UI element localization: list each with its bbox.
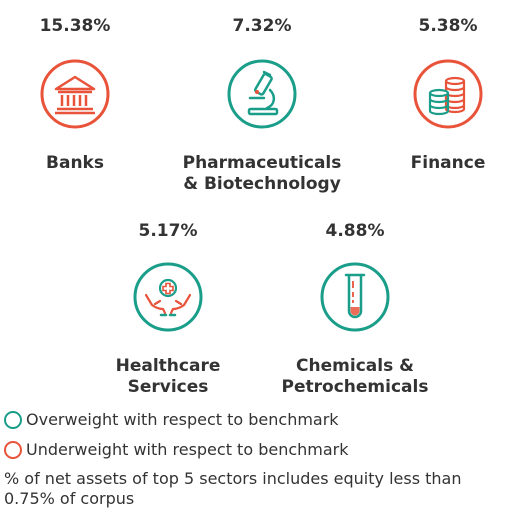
sector-percentage-healthcare: 5.17%: [138, 221, 198, 241]
sector-percentage-finance: 5.38%: [418, 16, 478, 36]
bank-icon: [39, 58, 111, 130]
test-tube-icon: [319, 261, 391, 333]
sector-percentage-pharmaceuticals: 7.32%: [232, 16, 292, 36]
sector-name-chemicals: Chemicals & Petrochemicals: [282, 356, 429, 398]
legend-underweight: Underweight with respect to benchmark: [4, 440, 349, 459]
microscope-icon: [226, 58, 298, 130]
sector-name-healthcare: Healthcare Services: [116, 356, 221, 398]
sector-percentage-chemicals: 4.88%: [325, 221, 385, 241]
legend-underweight-label: Underweight with respect to benchmark: [26, 440, 349, 459]
sector-name-line: Healthcare: [115, 356, 221, 376]
sector-name-line: Finance: [410, 153, 486, 173]
sector-name-line: Pharmaceuticals: [182, 153, 342, 173]
sector-name-line: Petrochemicals: [281, 377, 429, 397]
sector-name-pharmaceuticals: Pharmaceuticals & Biotechnology: [183, 153, 342, 195]
legend-overweight-label: Overweight with respect to benchmark: [26, 410, 339, 429]
sector-name-line: Chemicals &: [296, 356, 414, 376]
sector-name-line: Services: [127, 377, 209, 397]
sector-name-finance: Finance: [411, 153, 486, 174]
legend-overweight: Overweight with respect to benchmark: [4, 410, 339, 429]
underweight-ring-icon: [4, 440, 22, 459]
sector-percentage-banks: 15.38%: [39, 16, 111, 36]
sector-name-banks: Banks: [46, 153, 104, 174]
healthcare-hands-icon: [132, 261, 204, 333]
overweight-ring-icon: [4, 410, 22, 429]
coins-icon: [412, 58, 484, 130]
footnote: % of net assets of top 5 sectors include…: [4, 469, 462, 508]
sector-name-line: Banks: [46, 153, 104, 173]
sector-name-line: & Biotechnology: [183, 174, 341, 194]
